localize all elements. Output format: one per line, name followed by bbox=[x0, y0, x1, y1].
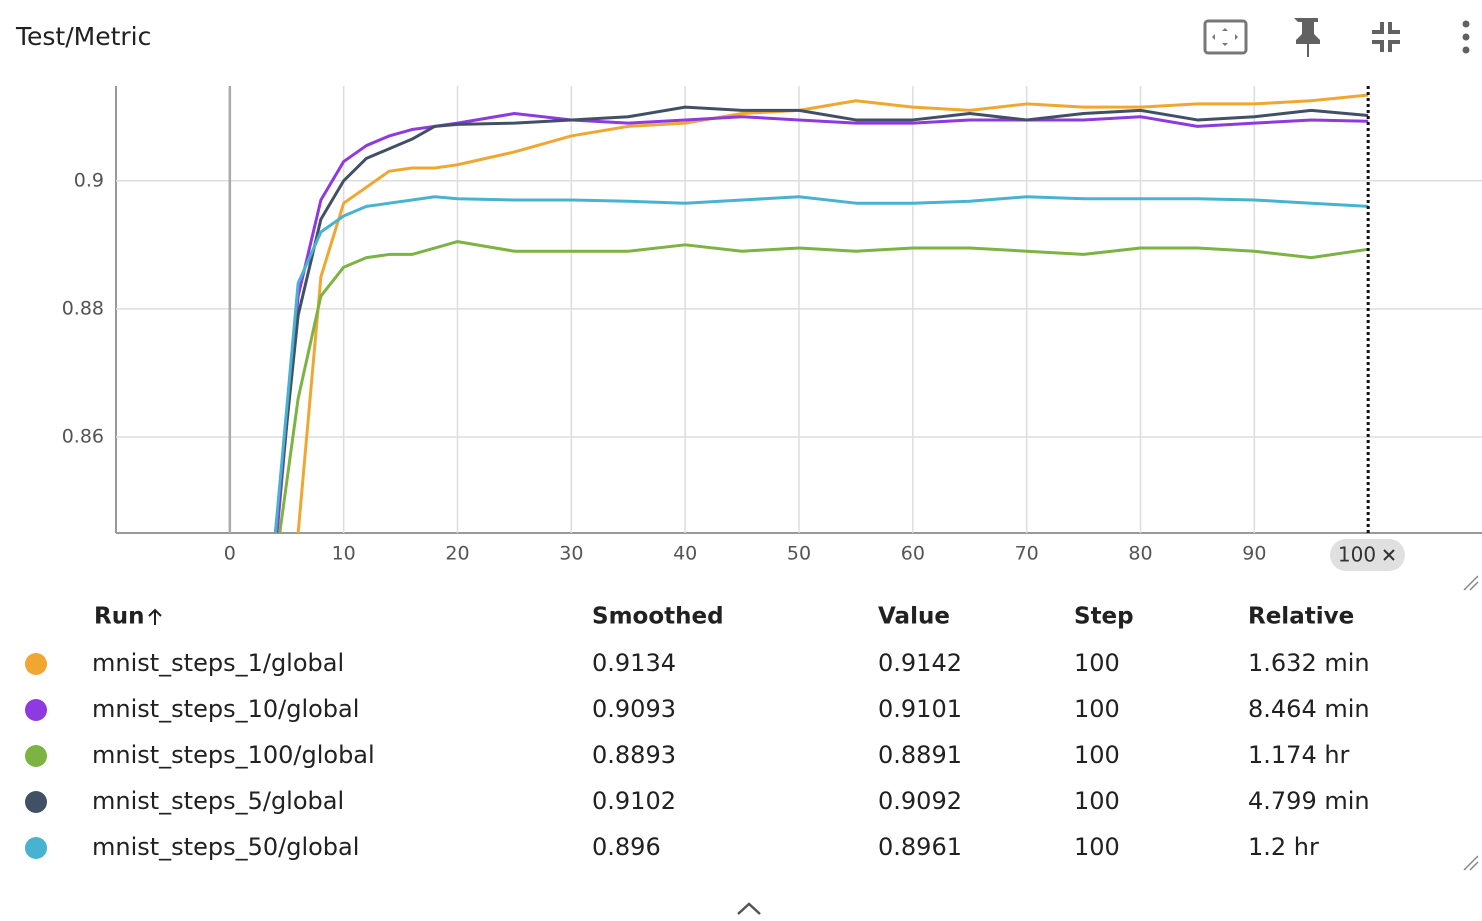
cell: 0.9093 bbox=[592, 695, 676, 723]
cell: 100 bbox=[1074, 833, 1120, 861]
y-tick-label: 0.9 bbox=[74, 169, 104, 191]
card-title: Test/Metric bbox=[15, 22, 151, 51]
series-line bbox=[275, 112, 1369, 533]
cell: 0.9092 bbox=[878, 787, 962, 815]
cell: 0.896 bbox=[592, 833, 661, 861]
x-tick-label: 70 bbox=[1015, 543, 1039, 565]
run-name: mnist_steps_5/global bbox=[92, 787, 344, 815]
x-tick-label: 30 bbox=[559, 543, 583, 565]
cell: 1.2 hr bbox=[1248, 833, 1319, 861]
cell: 0.9102 bbox=[592, 787, 676, 815]
cell: 4.799 min bbox=[1248, 787, 1370, 815]
run-color bbox=[25, 653, 47, 675]
sort-arrow bbox=[148, 608, 162, 625]
more-button[interactable] bbox=[1462, 20, 1470, 54]
cell: 8.464 min bbox=[1248, 695, 1370, 723]
x-tick-label: 80 bbox=[1128, 543, 1152, 565]
fit-button[interactable] bbox=[1203, 19, 1248, 55]
x-tick-label: 10 bbox=[332, 543, 356, 565]
resize-handle[interactable] bbox=[1463, 575, 1479, 591]
x-tick-label: 60 bbox=[901, 543, 925, 565]
cell: 0.8893 bbox=[592, 741, 676, 769]
y-tick-label: 0.88 bbox=[62, 297, 104, 319]
cell: 0.9101 bbox=[878, 695, 962, 723]
run-color bbox=[25, 791, 47, 813]
collapse-button[interactable] bbox=[1372, 22, 1400, 52]
series-line bbox=[278, 240, 1369, 533]
cursor-chip[interactable]: 100 bbox=[1330, 539, 1405, 571]
cell: 100 bbox=[1074, 741, 1120, 769]
column-header[interactable]: Run bbox=[94, 604, 144, 630]
x-tick-label: 40 bbox=[673, 543, 697, 565]
run-name: mnist_steps_1/global bbox=[92, 649, 344, 677]
cell: 100 bbox=[1074, 649, 1120, 677]
run-color bbox=[25, 699, 47, 721]
series-line bbox=[273, 105, 1369, 533]
run-color bbox=[25, 745, 47, 767]
cell: 0.8961 bbox=[878, 833, 962, 861]
column-header[interactable]: Relative bbox=[1248, 604, 1354, 630]
cursor-label: 100 bbox=[1338, 543, 1376, 567]
cell: 0.8891 bbox=[878, 741, 962, 769]
cell: 0.9134 bbox=[592, 649, 676, 677]
cell: 1.174 hr bbox=[1248, 741, 1350, 769]
run-name: mnist_steps_50/global bbox=[92, 833, 359, 861]
series-line bbox=[273, 195, 1369, 533]
cell: 100 bbox=[1074, 695, 1120, 723]
column-header[interactable]: Step bbox=[1074, 604, 1134, 630]
x-tick-label: 0 bbox=[224, 543, 236, 565]
run-name: mnist_steps_10/global bbox=[92, 695, 359, 723]
column-header[interactable]: Value bbox=[878, 604, 950, 630]
y-tick-label: 0.86 bbox=[62, 425, 104, 447]
column-header[interactable]: Smoothed bbox=[592, 604, 724, 630]
run-name: mnist_steps_100/global bbox=[92, 741, 375, 769]
pin-button[interactable] bbox=[1294, 18, 1320, 57]
x-tick-label: 90 bbox=[1242, 543, 1266, 565]
expand-toggle[interactable] bbox=[737, 902, 761, 915]
run-color bbox=[25, 837, 47, 859]
x-tick-label: 20 bbox=[445, 543, 469, 565]
cell: 0.9142 bbox=[878, 649, 962, 677]
resize-handle[interactable] bbox=[1463, 855, 1479, 871]
series-line bbox=[296, 93, 1369, 533]
cell: 1.632 min bbox=[1248, 649, 1370, 677]
cell: 100 bbox=[1074, 787, 1120, 815]
x-tick-label: 50 bbox=[787, 543, 811, 565]
